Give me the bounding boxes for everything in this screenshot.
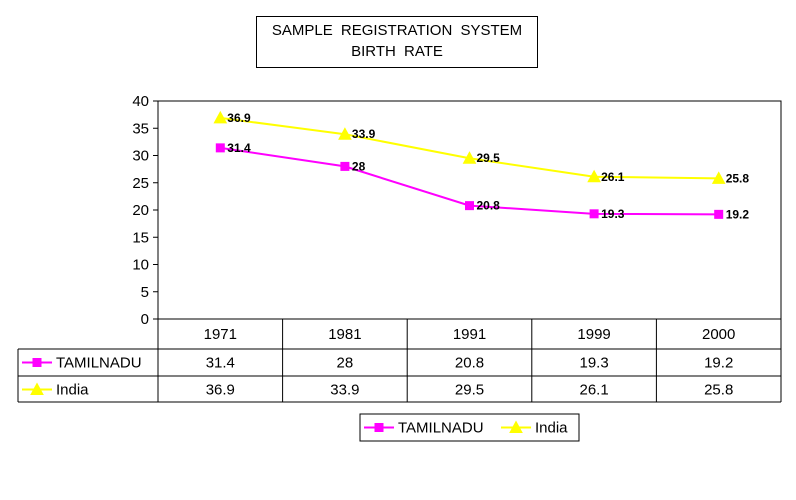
table-cell-tamilnadu: 28 [337, 355, 354, 372]
table-cell-india: 26.1 [579, 382, 608, 399]
y-tick-label: 20 [132, 202, 149, 219]
legend-key-marker-tamilnadu [374, 423, 384, 432]
data-point-tamilnadu [589, 209, 599, 219]
y-tick-label: 15 [132, 229, 149, 246]
data-label-tamilnadu: 28 [352, 159, 366, 173]
data-point-india [587, 169, 601, 183]
y-tick-label: 35 [132, 120, 149, 137]
data-point-india [338, 127, 352, 140]
table-series-name: TAMILNADU [56, 355, 142, 372]
data-label-india: 25.8 [726, 171, 750, 185]
legend-box [359, 413, 580, 442]
y-tick-label: 25 [132, 175, 149, 192]
table-cell-india: 25.8 [704, 382, 733, 399]
data-label-tamilnadu: 31.4 [227, 141, 251, 155]
data-point-tamilnadu [714, 209, 724, 219]
chart-title-line-2: BIRTH RATE [351, 43, 443, 60]
table-cell-india: 36.9 [206, 382, 235, 399]
y-tick-label: 40 [132, 93, 149, 110]
table-cell-tamilnadu: 31.4 [206, 355, 235, 372]
x-category-label: 2000 [702, 326, 735, 343]
y-tick-label: 30 [132, 148, 149, 165]
legend-label-tamilnadu: TAMILNADU [398, 420, 484, 437]
y-tick-label: 0 [141, 311, 149, 328]
legend-label-india: India [535, 420, 568, 437]
chart-title: SAMPLE REGISTRATION SYSTEM BIRTH RATE [256, 16, 538, 68]
table-cell-tamilnadu: 20.8 [455, 355, 484, 372]
data-label-india: 33.9 [352, 127, 376, 141]
table-cell-india: 29.5 [455, 382, 484, 399]
data-point-tamilnadu [465, 201, 474, 211]
table-series-name: India [56, 382, 89, 399]
series-line-india [220, 116, 719, 180]
x-category-label: 1999 [577, 326, 610, 343]
data-point-tamilnadu [215, 143, 225, 153]
data-point-india [213, 110, 228, 124]
data-label-tamilnadu: 20.8 [477, 199, 501, 213]
data-label-india: 26.1 [601, 170, 625, 184]
data-label-india: 36.9 [227, 111, 251, 125]
table-cell-tamilnadu: 19.3 [579, 355, 608, 372]
data-label-tamilnadu: 19.3 [601, 207, 625, 221]
table-legend-key-marker [32, 358, 42, 367]
table-legend-key-marker [30, 382, 44, 395]
data-point-india [462, 151, 477, 164]
y-tick-label: 5 [141, 284, 149, 301]
data-label-india: 29.5 [477, 151, 501, 165]
legend-key-marker-india [509, 420, 523, 433]
data-point-tamilnadu [340, 161, 350, 171]
y-tick-label: 10 [132, 257, 149, 274]
x-category-label: 1991 [453, 326, 486, 343]
x-category-label: 1971 [204, 326, 237, 343]
table-cell-tamilnadu: 19.2 [704, 355, 733, 372]
data-point-india [711, 171, 726, 184]
data-label-tamilnadu: 19.2 [726, 207, 750, 221]
table-cell-india: 33.9 [330, 382, 359, 399]
chart-title-line-1: SAMPLE REGISTRATION SYSTEM [271, 22, 523, 39]
x-category-label: 1981 [328, 326, 361, 343]
